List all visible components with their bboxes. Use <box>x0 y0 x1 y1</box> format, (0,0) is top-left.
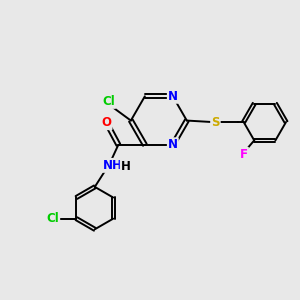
Text: N: N <box>168 90 178 103</box>
Text: NH: NH <box>103 159 122 172</box>
Text: Cl: Cl <box>46 212 59 225</box>
Text: F: F <box>240 148 248 161</box>
Text: N: N <box>168 138 178 151</box>
Text: H: H <box>121 160 130 173</box>
Text: Cl: Cl <box>102 95 115 108</box>
Text: O: O <box>102 116 112 129</box>
Text: S: S <box>211 116 220 128</box>
